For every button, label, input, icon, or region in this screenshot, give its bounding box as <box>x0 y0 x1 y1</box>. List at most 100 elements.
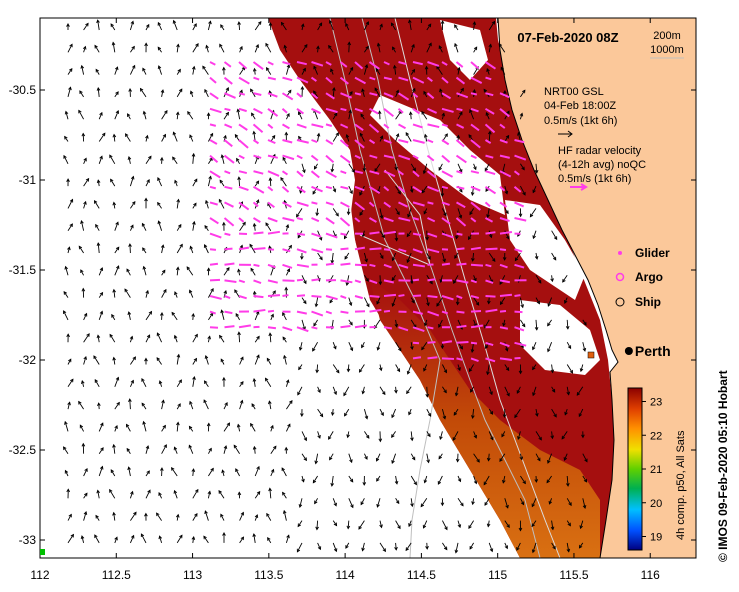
radar-arrow <box>441 76 449 84</box>
radar-arrow <box>514 201 525 208</box>
radar-arrow <box>383 309 391 313</box>
radar-arrow <box>267 263 276 269</box>
model-arrow-head <box>391 414 395 419</box>
model-arrow-head <box>505 367 510 372</box>
model-arrow-head <box>506 235 510 240</box>
radar-arrow <box>311 185 323 193</box>
model-arrow-head <box>172 19 177 24</box>
model-arrow-head <box>219 43 223 48</box>
model-arrow <box>130 201 136 209</box>
model-arrow <box>410 275 413 284</box>
model-arrow-head <box>94 44 98 49</box>
model-arrow-head <box>578 544 583 549</box>
model-arrow <box>172 156 178 165</box>
radar-arrow <box>253 92 262 97</box>
model-arrow <box>535 409 538 417</box>
model-arrow <box>551 386 556 393</box>
model-arrow <box>408 520 412 527</box>
model-arrow <box>280 177 287 187</box>
model-arrow <box>348 319 353 326</box>
radar-arrow <box>383 61 390 66</box>
radar-arrow <box>514 139 525 144</box>
model-arrow-head <box>85 177 90 182</box>
model-arrow-head <box>171 311 175 316</box>
model-arrow <box>97 87 100 97</box>
model-arrow-head <box>329 456 333 461</box>
radar-arrow <box>354 76 366 85</box>
radar-arrow <box>282 279 295 282</box>
model-arrow <box>174 335 178 343</box>
model-arrow <box>176 224 182 231</box>
model-arrow <box>282 336 287 343</box>
model-arrow <box>329 20 334 31</box>
model-arrow <box>551 275 553 282</box>
model-arrow <box>301 24 304 31</box>
model-arrow <box>112 42 116 53</box>
model-arrow-head <box>207 490 212 495</box>
model-arrow <box>223 87 229 98</box>
model-arrow-head <box>519 456 524 461</box>
model-arrow <box>436 297 443 307</box>
radar-arrow <box>253 154 262 159</box>
model-arrow <box>531 520 537 527</box>
radar-arrow <box>311 232 322 238</box>
model-arrow <box>63 446 69 454</box>
radar-arrow <box>296 76 309 84</box>
radar-arrow <box>252 185 265 194</box>
model-arrow-head <box>377 110 382 115</box>
model-arrow-head <box>146 179 150 183</box>
radar-arrow <box>383 279 394 284</box>
model-arrow-head <box>256 354 260 359</box>
model-arrow <box>437 475 443 485</box>
model-arrow-head <box>70 378 74 383</box>
model-arrow <box>457 112 463 120</box>
model-arrow-head <box>506 524 510 529</box>
model-arrow-head <box>141 377 145 382</box>
model-arrow-head <box>193 357 197 362</box>
model-arrow-head <box>454 24 458 29</box>
model-arrow <box>520 319 526 327</box>
model-arrow <box>468 230 474 240</box>
model-scale-arrow <box>558 130 573 138</box>
model-arrow <box>161 444 167 454</box>
radar-arrow <box>267 186 274 192</box>
model-arrow-head <box>84 492 88 497</box>
model-arrow <box>192 43 199 53</box>
radar-arrow <box>485 308 498 313</box>
model-arrow <box>423 208 428 215</box>
model-arrow <box>126 268 131 276</box>
model-arrow-head <box>195 488 199 493</box>
radar-arrow <box>296 217 304 221</box>
radar-arrow <box>267 326 277 330</box>
model-arrow-head <box>312 347 316 352</box>
radar-arrow <box>311 248 324 254</box>
model-arrow-head <box>422 524 427 529</box>
model-arrow-head <box>380 412 384 417</box>
model-arrow-head <box>146 334 151 339</box>
model-arrow-head <box>140 533 145 538</box>
model-arrow <box>81 65 85 75</box>
model-arrow <box>176 88 183 98</box>
model-arrow <box>174 447 178 454</box>
y-tick-label: -31.5 <box>9 263 37 277</box>
model-arrow-head <box>250 422 254 427</box>
model-arrow-head <box>127 466 131 471</box>
model-arrow <box>535 163 538 173</box>
radar-arrow <box>340 123 349 129</box>
model-arrow-head <box>564 411 568 416</box>
model-arrow-head <box>487 300 491 305</box>
model-arrow-head <box>457 524 462 529</box>
model-arrow-head <box>489 391 493 396</box>
radar-arrow <box>398 154 411 161</box>
radar-arrow <box>238 217 245 223</box>
radar-arrow <box>282 217 295 222</box>
model-arrow-head <box>440 345 445 350</box>
model-arrow <box>535 275 542 284</box>
model-arrow <box>455 386 459 396</box>
model-arrow <box>551 520 554 530</box>
model-arrow <box>83 201 87 209</box>
model-arrow <box>208 312 214 321</box>
model-arrow-head <box>566 548 571 553</box>
model-arrow-head <box>281 467 285 472</box>
model-arrow-head <box>408 411 412 416</box>
